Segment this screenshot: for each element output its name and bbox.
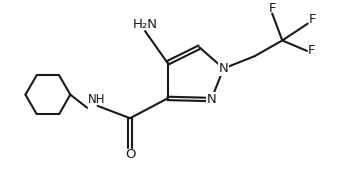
Text: NH: NH [88, 93, 106, 106]
Text: N: N [219, 62, 229, 75]
Text: H₂N: H₂N [133, 18, 158, 31]
Text: F: F [308, 44, 315, 57]
Text: F: F [268, 2, 276, 15]
Text: N: N [206, 93, 216, 106]
Text: O: O [125, 148, 135, 161]
Text: F: F [308, 13, 316, 26]
